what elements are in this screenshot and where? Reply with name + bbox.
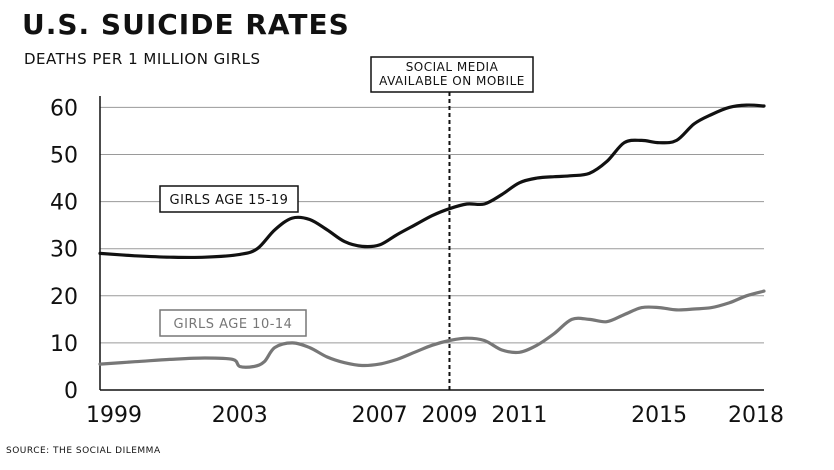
annotation-text: SOCIAL MEDIA [406,60,499,74]
chart-title: U.S. SUICIDE RATES [22,8,350,41]
x-tick-label: 2011 [491,403,547,428]
x-tick-label: 2009 [421,403,477,428]
series-labels: GIRLS AGE 15-19 GIRLS AGE 10-14 [159,185,307,337]
series-label: GIRLS AGE 15-19 [170,193,289,208]
x-tick-labels: 1999 2003 2007 2009 2011 2015 2018 [86,403,784,428]
x-tick-label: 2003 [212,403,268,428]
y-tick-label: 0 [64,379,78,404]
y-tick-label: 30 [50,238,78,263]
x-tick-label: 2018 [728,403,784,428]
annotation-text: AVAILABLE ON MOBILE [379,74,525,88]
y-tick-label: 50 [50,144,78,169]
axes [99,96,764,391]
series-label-box [159,185,299,213]
y-tick-label: 20 [50,285,78,310]
y-tick-labels: 0 10 20 30 40 50 60 [50,96,78,404]
x-tick-label: 2015 [631,403,687,428]
annotation-box [370,56,534,93]
y-tick-label: 60 [50,96,78,121]
gridlines [100,106,764,344]
series-label-box [159,309,307,337]
series-label: GIRLS AGE 10-14 [174,317,293,332]
series-line-15-19 [98,103,766,260]
y-tick-label: 10 [50,332,78,357]
series-line-10-14 [98,289,766,369]
series-lines [98,103,766,369]
x-tick-label: 2007 [352,403,408,428]
x-tick-label: 1999 [86,403,142,428]
source-note: SOURCE: THE SOCIAL DILEMMA [6,446,161,456]
chart-subtitle: DEATHS PER 1 MILLION GIRLS [24,50,261,68]
y-tick-label: 40 [50,191,78,216]
